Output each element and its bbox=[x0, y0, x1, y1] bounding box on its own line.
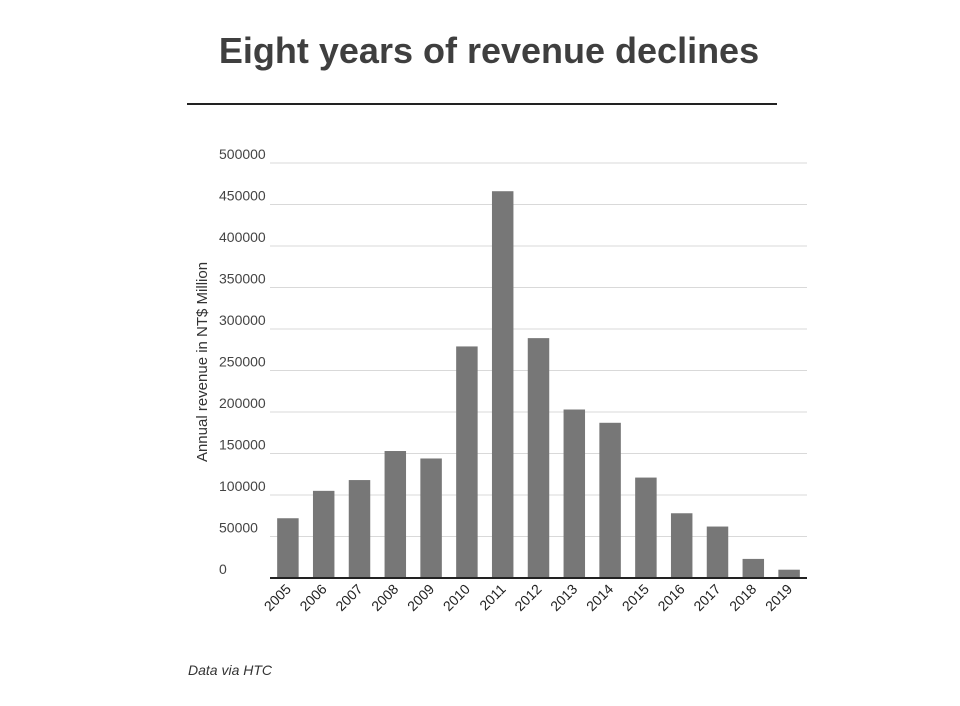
x-tick-label: 2011 bbox=[476, 581, 509, 614]
bar-2014 bbox=[599, 422, 621, 578]
x-tick-label: 2007 bbox=[332, 581, 365, 614]
title-divider bbox=[187, 103, 777, 105]
x-tick-label: 2006 bbox=[296, 581, 329, 614]
y-tick-label: 50000 bbox=[219, 520, 258, 536]
x-tick-label: 2008 bbox=[368, 581, 401, 614]
chart-title: Eight years of revenue declines bbox=[218, 30, 760, 71]
bar-2017 bbox=[706, 526, 729, 578]
x-tick-label: 2014 bbox=[583, 581, 616, 614]
x-tick-label: 2012 bbox=[511, 581, 544, 614]
bars bbox=[277, 191, 800, 578]
bar-2016 bbox=[670, 513, 693, 578]
bar-2011 bbox=[491, 191, 514, 578]
x-tick-label: 2009 bbox=[404, 581, 437, 614]
y-tick-label: 450000 bbox=[219, 188, 266, 204]
x-tick-label: 2010 bbox=[440, 581, 473, 614]
y-tick-label: 150000 bbox=[219, 437, 266, 453]
bar-2008 bbox=[384, 451, 407, 578]
bar-2007 bbox=[348, 480, 371, 578]
x-tick-label: 2016 bbox=[654, 581, 687, 614]
x-tick-label: 2015 bbox=[619, 581, 652, 614]
bar-2010 bbox=[456, 346, 478, 578]
bar-2009 bbox=[420, 458, 442, 578]
bar-2006 bbox=[312, 490, 335, 578]
x-tick-label: 2018 bbox=[726, 581, 759, 614]
x-tick-label: 2013 bbox=[547, 581, 580, 614]
y-tick-label: 400000 bbox=[219, 229, 266, 245]
x-tick-label: 2019 bbox=[762, 581, 795, 614]
y-tick-label: 350000 bbox=[219, 271, 266, 287]
y-axis-title: Annual revenue in NT$ Million bbox=[194, 262, 211, 462]
y-tick-label: 500000 bbox=[219, 146, 266, 162]
x-tick-label: 2017 bbox=[690, 581, 723, 614]
bar-2013 bbox=[563, 409, 586, 578]
y-tick-label: 250000 bbox=[219, 354, 266, 370]
source-note: Data via HTC bbox=[188, 662, 273, 678]
y-tick-label: 300000 bbox=[219, 312, 266, 328]
bar-2019 bbox=[778, 569, 800, 578]
y-tick-label: 100000 bbox=[219, 478, 266, 494]
y-tick-label: 200000 bbox=[219, 395, 266, 411]
bar-2012 bbox=[527, 338, 550, 578]
bar-2005 bbox=[277, 518, 299, 578]
y-tick-label: 0 bbox=[219, 561, 227, 577]
x-tick-label: 2005 bbox=[261, 581, 294, 614]
bar-2018 bbox=[742, 558, 765, 578]
bar-2015 bbox=[635, 477, 657, 578]
